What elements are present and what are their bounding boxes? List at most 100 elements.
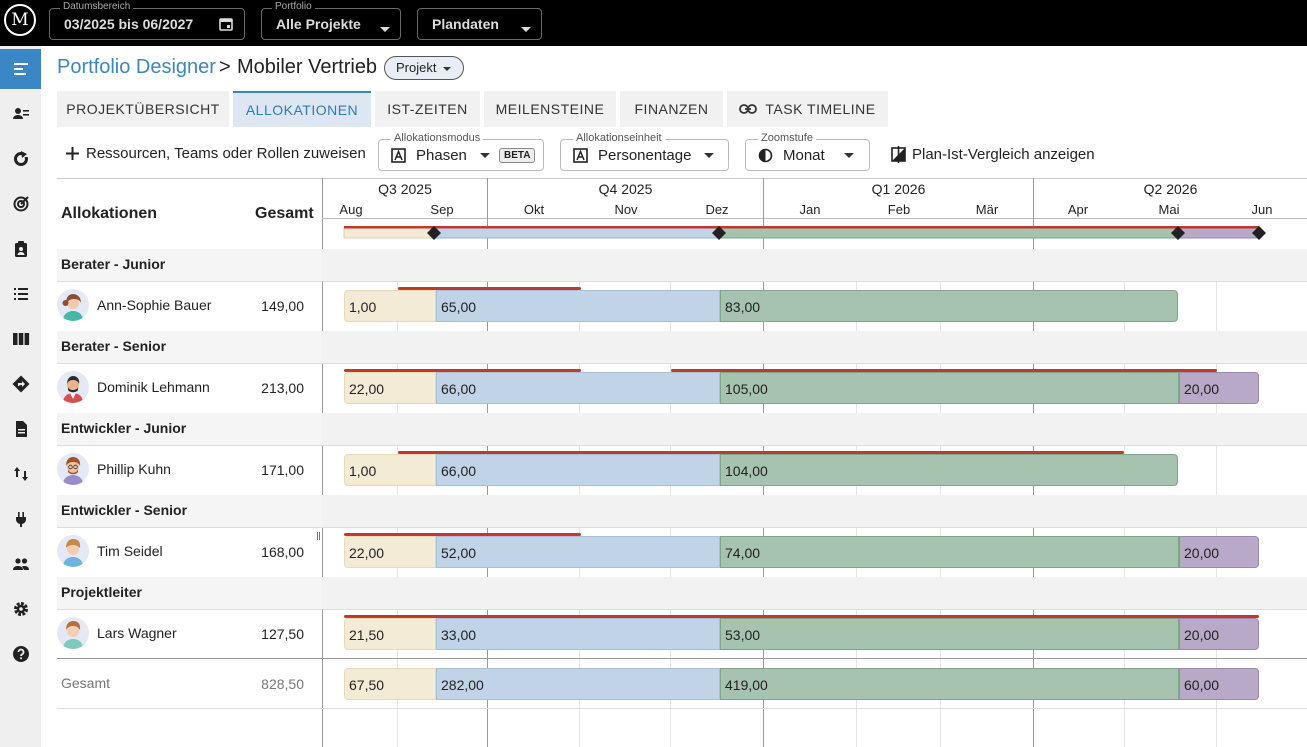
- link-icon: [739, 104, 758, 114]
- overrun-line: [344, 533, 581, 536]
- avatar: [57, 617, 89, 649]
- app-logo[interactable]: M: [4, 4, 36, 36]
- role-label: Projektleiter: [61, 584, 142, 600]
- person-row[interactable]: Lars Wagner 127,50: [57, 609, 322, 659]
- timeline-nav-icon[interactable]: [0, 49, 41, 89]
- breadcrumb-separator: >: [219, 56, 231, 78]
- allocation-phase-3[interactable]: 74,00: [720, 536, 1179, 568]
- quarter-header: Q2 2026: [1143, 181, 1198, 197]
- clipboard-user-icon[interactable]: [0, 229, 41, 269]
- allocation-phase-2[interactable]: 33,00: [436, 618, 720, 650]
- allocation-phase-1[interactable]: 22,00: [344, 372, 436, 404]
- project-type-chip[interactable]: Projekt: [384, 56, 464, 80]
- tab-projektuebersicht[interactable]: PROJEKTÜBERSICHT: [57, 91, 229, 127]
- directions-icon[interactable]: [0, 364, 41, 404]
- person-row[interactable]: Tim Seidel 168,00: [57, 527, 322, 577]
- allocation-phase-4[interactable]: 20,00: [1179, 372, 1259, 404]
- allocation-unit-select[interactable]: Allokationseinheit Personentage: [560, 132, 729, 171]
- tab-finanzen[interactable]: FINANZEN: [620, 91, 723, 127]
- plus-icon: [66, 147, 79, 160]
- allocation-phase-1[interactable]: 22,00: [344, 536, 436, 568]
- month-header: Apr: [1067, 202, 1089, 217]
- date-range-field[interactable]: Datumsbereich 03/2025 bis 06/2027: [49, 1, 245, 40]
- person-total: 127,50: [261, 626, 304, 642]
- allocation-phase-2[interactable]: 66,00: [436, 372, 720, 404]
- row-divider: [57, 527, 1307, 528]
- list-icon[interactable]: [0, 274, 41, 314]
- milestone-diamond-icon[interactable]: [712, 226, 726, 240]
- allocation-phase-1[interactable]: 1,00: [344, 454, 436, 486]
- allocation-phase-3[interactable]: 53,00: [720, 618, 1179, 650]
- compare-icon: [891, 146, 906, 163]
- help-icon[interactable]: [0, 634, 41, 674]
- phase-milestone-bar: [343, 226, 1266, 240]
- caret-down-icon: [844, 153, 854, 158]
- columns-icon[interactable]: [0, 319, 41, 359]
- phase-strip: [718, 227, 1179, 239]
- allocation-phase-4[interactable]: 20,00: [1179, 536, 1259, 568]
- project-type-chip-label: Projekt: [396, 60, 437, 75]
- target-icon[interactable]: [0, 184, 41, 224]
- tab-task-timeline[interactable]: TASK TIMELINE: [727, 91, 888, 127]
- summary-phase-4: 60,00: [1179, 668, 1259, 700]
- assign-resources-label: Ressourcen, Teams oder Rollen zuweisen: [86, 145, 366, 162]
- overrun-line: [344, 615, 1259, 618]
- allocation-phase-4[interactable]: 20,00: [1179, 618, 1259, 650]
- timeline-left-border: [322, 178, 323, 747]
- month-header: Nov: [614, 202, 638, 217]
- avatar: [57, 371, 89, 403]
- allocation-phase-1[interactable]: 21,50: [344, 618, 436, 650]
- person-name: Lars Wagner: [97, 625, 177, 641]
- header-divider: [322, 218, 1307, 219]
- column-resize-handle[interactable]: [317, 532, 320, 540]
- person-row[interactable]: Dominik Lehmann 213,00: [57, 363, 322, 413]
- role-label: Berater - Senior: [61, 338, 167, 354]
- avatar: [57, 535, 89, 567]
- people-list-icon[interactable]: [0, 94, 41, 134]
- person-row[interactable]: Phillip Kuhn 171,00: [57, 445, 322, 495]
- zoom-level-select[interactable]: Zoomstufe Monat: [745, 132, 870, 171]
- tab-meilensteine[interactable]: MEILENSTEINE: [484, 91, 616, 127]
- allocation-phase-3[interactable]: 83,00: [720, 290, 1178, 322]
- page-title: Mobiler Vertrieb: [237, 56, 378, 78]
- milestone-diamond-icon[interactable]: [1171, 226, 1185, 240]
- team-icon[interactable]: [0, 544, 41, 584]
- allocation-phase-3[interactable]: 104,00: [720, 454, 1178, 486]
- allocation-phase-3[interactable]: 105,00: [720, 372, 1179, 404]
- person-row[interactable]: Ann-Sophie Bauer 149,00: [57, 281, 322, 331]
- allocation-unit-label: Allokationseinheit: [573, 132, 665, 144]
- document-icon[interactable]: [0, 409, 41, 449]
- settings-gear-icon[interactable]: [0, 589, 41, 629]
- month-header: Jan: [799, 202, 821, 217]
- breadcrumb-parent-link[interactable]: Portfolio Designer: [57, 56, 216, 78]
- overrun-line: [671, 369, 1217, 372]
- tab-label: MEILENSTEINE: [495, 101, 605, 117]
- role-label: Entwickler - Senior: [61, 502, 188, 518]
- data-type-select[interactable]: Plandaten: [417, 8, 542, 40]
- tab-ist-zeiten[interactable]: IST-ZEITEN: [375, 91, 480, 127]
- assign-resources-button[interactable]: Ressourcen, Teams oder Rollen zuweisen: [66, 145, 366, 162]
- allocation-mode-select[interactable]: Allokationsmodus Phasen BETA: [378, 132, 544, 171]
- milestone-diamond-icon[interactable]: [1252, 226, 1266, 240]
- allocation-phase-2[interactable]: 66,00: [436, 454, 720, 486]
- row-divider: [57, 445, 1307, 446]
- overrun-line: [398, 287, 581, 290]
- person-name: Phillip Kuhn: [97, 461, 171, 477]
- calendar-icon[interactable]: [218, 16, 234, 35]
- plug-icon[interactable]: [0, 499, 41, 539]
- import-export-icon[interactable]: [0, 454, 41, 494]
- refresh-cycle-icon[interactable]: [0, 139, 41, 179]
- allocation-phase-2[interactable]: 52,00: [436, 536, 720, 568]
- tab-allokationen[interactable]: ALLOKATIONEN: [233, 91, 371, 127]
- plan-actual-compare-button[interactable]: Plan-Ist-Vergleich anzeigen: [891, 146, 1095, 163]
- portfolio-select[interactable]: Portfolio Alle Projekte: [261, 1, 401, 40]
- caret-down-icon: [443, 67, 451, 71]
- allocation-phase-1[interactable]: 1,00: [344, 290, 436, 322]
- month-header: Sep: [430, 202, 454, 217]
- allocation-phase-2[interactable]: 65,00: [436, 290, 720, 322]
- milestone-diamond-icon[interactable]: [427, 226, 441, 240]
- row-divider: [57, 609, 1307, 610]
- row-divider: [57, 281, 1307, 282]
- summary-total: 828,50: [261, 676, 304, 692]
- quarter-header: Q4 2025: [598, 181, 653, 197]
